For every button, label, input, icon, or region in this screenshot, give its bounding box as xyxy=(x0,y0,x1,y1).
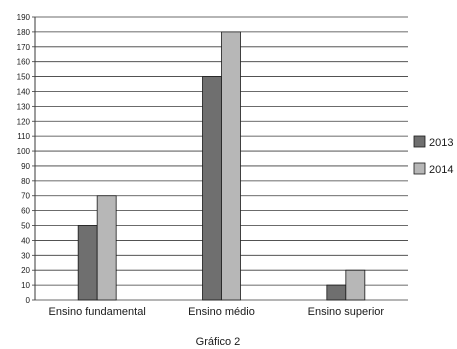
y-tick-label: 30 xyxy=(21,251,30,260)
y-tick-label: 190 xyxy=(17,13,31,22)
bars xyxy=(77,31,366,301)
y-tick-label: 0 xyxy=(26,296,31,305)
y-tick-label: 120 xyxy=(17,117,31,126)
y-tick-label: 80 xyxy=(21,177,30,186)
y-axis-tick-labels: 0 10 20 30 40 50 60 70 80 90 100 110 120 130 140 150 160… xyxy=(17,13,31,305)
y-tick-label: 170 xyxy=(17,43,31,52)
bar-2014-1 xyxy=(221,31,241,301)
y-tick-label: 60 xyxy=(21,207,30,216)
y-tick-label: 140 xyxy=(17,87,31,96)
bar-2014-2 xyxy=(345,269,366,301)
y-tick-label: 110 xyxy=(17,132,30,141)
category-labels: Ensino fundamental Ensino médio Ensino sup… xyxy=(49,306,385,318)
category-label: Ensino fundamental xyxy=(49,306,146,318)
y-tick-label: 20 xyxy=(21,266,30,275)
y-tick-label: 10 xyxy=(21,281,30,290)
legend: 2013 2014 xyxy=(413,135,453,176)
bar-2013-0 xyxy=(77,225,98,301)
legend-label-2014: 2014 xyxy=(429,164,453,176)
legend-swatch-2014 xyxy=(413,162,426,175)
y-tick-label: 100 xyxy=(17,147,31,156)
y-tick-label: 130 xyxy=(17,102,31,111)
y-tick-label: 150 xyxy=(17,73,31,82)
chart-caption: Gráfico 2 xyxy=(196,336,241,348)
bar-2014-0 xyxy=(96,195,117,301)
y-tick-label: 160 xyxy=(17,58,31,67)
y-tick-label: 50 xyxy=(21,222,30,231)
axes xyxy=(32,16,36,301)
legend-label-2013: 2013 xyxy=(429,137,453,149)
bar-2013-1 xyxy=(202,76,222,301)
y-tick-label: 40 xyxy=(21,236,30,245)
y-tick-label: 70 xyxy=(21,192,30,201)
y-tick-label: 90 xyxy=(21,162,30,171)
legend-swatch-2013 xyxy=(413,135,426,148)
bar-2013-2 xyxy=(326,284,347,301)
category-label: Ensino superior xyxy=(308,306,385,318)
category-label: Ensino médio xyxy=(188,306,255,318)
y-tick-label: 180 xyxy=(17,28,31,37)
